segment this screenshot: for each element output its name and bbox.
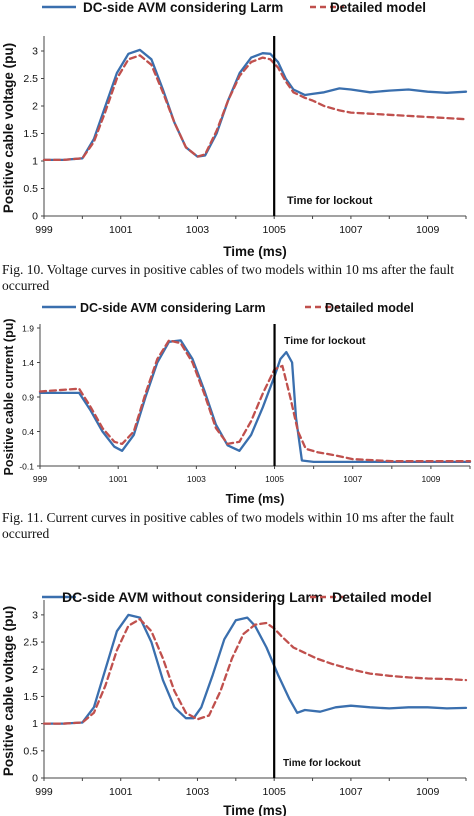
voltage-chart-fig10: DC-side AVM considering Larm Detailed mod…: [1, 0, 468, 259]
y-tick-label: 2.5: [23, 73, 38, 85]
y-tick-label: 0.4: [22, 427, 34, 437]
y-tick-label: 0.5: [23, 745, 38, 757]
x-tick-label: 1003: [187, 474, 206, 484]
x-tick-label: 1005: [263, 786, 287, 798]
y-tick-label: 2: [32, 664, 38, 676]
legend-label-2: Detailed model: [332, 589, 432, 605]
y-tick-label: 3: [32, 609, 38, 621]
lockout-annotation: Time for lockout: [284, 335, 366, 347]
x-tick-label: 1001: [109, 474, 128, 484]
y-tick-label: 3: [32, 46, 38, 58]
x-tick-label: 999: [33, 474, 47, 484]
legend-label-2: Detailed model: [325, 301, 414, 315]
legend-label-1: DC-side AVM considering Larm: [83, 0, 283, 15]
current-chart-fig11: DC-side AVM considering Larm Detailed mod…: [2, 301, 472, 506]
lockout-annotation: Time for lockout: [283, 758, 361, 769]
series-line-2: [42, 54, 468, 162]
series-line-1: [42, 613, 468, 725]
x-tick-label: 1001: [109, 224, 133, 236]
lockout-annotation: Time for lockout: [287, 195, 373, 207]
y-axis-title: Positive cable voltage (pu): [1, 606, 16, 776]
x-axis-title: Time (ms): [226, 492, 285, 506]
y-tick-label: 0: [32, 773, 38, 785]
x-tick-label: 1009: [416, 786, 440, 798]
series-line-2: [38, 339, 472, 463]
y-tick-label: 2.5: [23, 637, 38, 649]
y-tick-label: 2: [32, 101, 38, 113]
y-tick-label: 1.5: [23, 691, 38, 703]
x-axis-title: Time (ms): [223, 803, 287, 816]
legend-label-1: DC-side AVM considering Larm: [80, 301, 265, 315]
y-axis-title: Positive cable current (pu): [2, 319, 16, 476]
figure-caption-fig11: Fig. 11. Current curves in positive cabl…: [2, 510, 455, 541]
x-tick-label: 1009: [421, 474, 440, 484]
y-tick-label: 1: [32, 718, 38, 730]
y-tick-label: 1: [32, 156, 38, 168]
y-tick-label: 1.4: [22, 358, 34, 368]
y-tick-label: 1.9: [22, 324, 34, 334]
voltage-chart-without-larm: DC-side AVM without considering Larm Deta…: [1, 589, 468, 816]
x-tick-label: 1005: [263, 224, 287, 236]
x-axis-title: Time (ms): [223, 244, 287, 259]
series-line-1: [38, 339, 472, 464]
y-tick-label: 1.5: [23, 128, 38, 140]
x-tick-label: 1007: [339, 786, 363, 798]
series-line-1: [42, 48, 468, 162]
y-tick-label: -0.1: [19, 462, 34, 472]
x-tick-label: 1003: [186, 786, 210, 798]
x-tick-label: 999: [35, 786, 53, 798]
series-line-2: [42, 618, 468, 725]
x-tick-label: 1009: [416, 224, 440, 236]
y-axis-title: Positive cable voltage (pu): [1, 43, 16, 213]
y-tick-label: 0.9: [22, 393, 34, 403]
legend-label-2: Detailed model: [330, 0, 426, 15]
x-tick-label: 999: [35, 224, 53, 236]
legend-label-1: DC-side AVM without considering Larm: [62, 589, 323, 605]
y-tick-label: 0.5: [23, 183, 38, 195]
y-tick-label: 0: [32, 211, 38, 223]
x-tick-label: 1003: [186, 224, 210, 236]
figure-caption-fig10: Fig. 10. Voltage curves in positive cabl…: [2, 262, 455, 293]
x-tick-label: 1005: [265, 474, 284, 484]
x-tick-label: 1007: [339, 224, 363, 236]
x-tick-label: 1007: [343, 474, 362, 484]
x-tick-label: 1001: [109, 786, 133, 798]
